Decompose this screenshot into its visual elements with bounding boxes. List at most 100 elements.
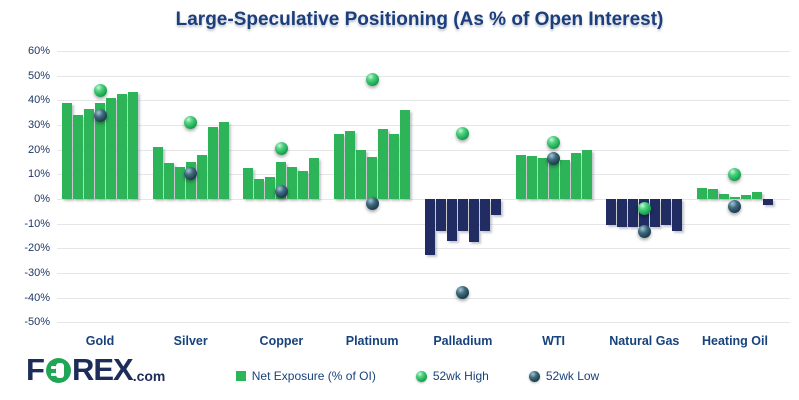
net-exposure-bar-gold-7: [128, 91, 138, 199]
gridline: [57, 273, 790, 275]
52wk-low-dot-platinum: [365, 197, 379, 211]
net-exposure-bar-palladium-2: [435, 199, 446, 232]
net-exposure-bar-platinum-4: [367, 157, 378, 199]
net-exposure-bar-palladium-5: [468, 199, 479, 243]
net-exposure-bar-platinum-3: [356, 149, 367, 199]
gridline: [57, 100, 790, 102]
net-exposure-bar-copper-7: [309, 158, 320, 199]
y-axis-tick-label: 50%: [27, 69, 50, 82]
net-exposure-bar-wti-1: [515, 154, 526, 199]
net-exposure-bar-gold-4: [95, 102, 105, 199]
logo-text-f: F: [26, 352, 45, 387]
net-exposure-bar-natural-gas-1: [606, 199, 617, 225]
x-axis-category-label: Natural Gas: [609, 334, 680, 348]
legend-item-52wk-low: 52wk Low: [528, 369, 600, 383]
net-exposure-bar-heating-oil-6: [751, 192, 762, 199]
net-exposure-bar-natural-gas-2: [617, 199, 628, 228]
gridline: [57, 50, 790, 52]
y-axis-tick-label: 60%: [27, 44, 50, 57]
net-exposure-bar-gold-5: [106, 97, 116, 199]
net-exposure-bar-silver-5: [196, 154, 207, 199]
net-exposure-bar-palladium-7: [490, 199, 501, 216]
gridline: [57, 297, 790, 299]
net-exposure-bar-silver-4: [185, 161, 196, 199]
gridline: [57, 223, 790, 225]
52wk-high-dot-copper: [274, 141, 288, 155]
net-exposure-bar-heating-oil-7: [762, 199, 773, 206]
x-axis-category-label: Silver: [173, 334, 208, 348]
net-exposure-bar-copper-5: [287, 166, 298, 199]
52wk-low-dot-natural-gas: [637, 224, 651, 238]
52wk-high-dot-platinum: [365, 72, 379, 86]
x-axis-category-label: Heating Oil: [701, 334, 768, 348]
net-exposure-bar-gold-2: [73, 115, 83, 199]
net-exposure-bar-silver-1: [152, 147, 163, 199]
52wk-low-dot-gold: [93, 108, 107, 122]
net-exposure-bar-platinum-1: [334, 133, 345, 199]
net-exposure-bar-natural-gas-7: [672, 199, 683, 232]
net-exposure-bar-natural-gas-3: [628, 199, 639, 228]
net-exposure-bar-heating-oil-2: [707, 189, 718, 199]
gridline: [57, 174, 790, 176]
net-exposure-bar-gold-6: [117, 94, 127, 199]
net-exposure-bar-platinum-6: [389, 133, 400, 199]
net-exposure-bar-silver-3: [174, 166, 185, 199]
logo-o-plug-icon: [45, 358, 71, 383]
forex-com-logo: F REX .com: [26, 353, 165, 387]
52wk-high-dot-heating-oil: [728, 167, 742, 181]
y-axis-tick-label: 20%: [27, 143, 50, 156]
net-exposure-bar-copper-2: [254, 179, 265, 199]
net-exposure-bar-palladium-4: [457, 199, 468, 232]
net-exposure-bar-silver-6: [207, 127, 218, 199]
net-exposure-bar-wti-4: [548, 159, 559, 199]
net-exposure-bar-copper-3: [265, 176, 276, 199]
52wk-high-dot-wti: [547, 135, 561, 149]
x-axis-category-label: WTI: [542, 334, 566, 348]
net-exposure-bar-copper-6: [298, 170, 309, 199]
net-exposure-bar-wti-3: [537, 158, 548, 199]
gridline: [57, 248, 790, 250]
gridline: [57, 149, 790, 151]
y-axis-tick-label: 0%: [34, 193, 50, 205]
net-exposure-bar-palladium-1: [424, 199, 435, 255]
net-exposure-marker-icon: [235, 371, 246, 381]
legend-item-net-exposure: Net Exposure (% of OI): [235, 369, 376, 383]
gridline: [57, 322, 790, 324]
gridline: [57, 124, 790, 126]
net-exposure-bar-palladium-6: [479, 199, 490, 232]
x-axis-category-label: Palladium: [433, 334, 493, 348]
52wk-low-dot-wti: [547, 151, 561, 165]
y-axis-tick-label: -50%: [24, 316, 50, 329]
y-axis-tick-label: -20%: [24, 242, 50, 255]
net-exposure-bar-heating-oil-1: [696, 187, 707, 199]
legend-item-52wk-high: 52wk High: [415, 369, 489, 383]
logo-text-com: .com: [132, 368, 166, 384]
52wk-low-dot-copper: [274, 185, 288, 199]
net-exposure-bar-platinum-7: [400, 110, 411, 199]
net-exposure-bar-copper-4: [276, 161, 287, 199]
52wk-low-dot-heating-oil: [728, 199, 742, 213]
legend-label-52wk-high: 52wk High: [432, 369, 489, 383]
net-exposure-bar-wti-5: [559, 159, 570, 199]
net-exposure-bar-wti-7: [581, 149, 592, 199]
52wk-low-dot-palladium: [456, 286, 470, 300]
net-exposure-bar-platinum-5: [378, 128, 389, 199]
y-axis-tick-label: -30%: [24, 267, 50, 280]
x-axis-category-label: Copper: [259, 334, 304, 348]
52wk-high-dot-gold: [93, 83, 107, 97]
net-exposure-bar-gold-1: [62, 102, 72, 199]
net-exposure-bar-natural-gas-6: [661, 199, 672, 225]
y-axis-tick-label: 30%: [27, 118, 50, 131]
gridline: [57, 75, 790, 77]
legend: Net Exposure (% of OI) 52wk High 52wk Lo…: [0, 369, 799, 383]
net-exposure-bar-natural-gas-5: [650, 199, 661, 228]
legend-label-52wk-low: 52wk Low: [545, 369, 600, 383]
chart-title: Large-Speculative Positioning (As % of O…: [175, 9, 664, 30]
net-exposure-bar-heating-oil-5: [740, 194, 751, 199]
y-axis-tick-label: 40%: [27, 94, 50, 107]
net-exposure-bar-heating-oil-4: [729, 196, 740, 199]
x-axis-category-label: Platinum: [345, 334, 399, 348]
net-exposure-bar-gold-3: [84, 108, 94, 199]
